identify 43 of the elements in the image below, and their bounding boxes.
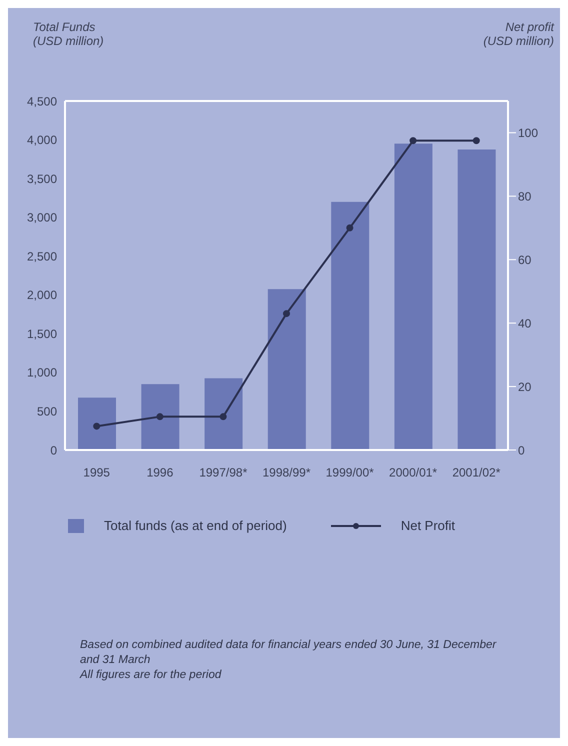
- point: [220, 413, 227, 420]
- point: [410, 137, 417, 144]
- y-tick-label: 2,500: [26, 249, 58, 264]
- point: [93, 422, 100, 430]
- y2-tick-label: 60: [518, 252, 532, 267]
- bar: [141, 384, 180, 450]
- y2-axis-title: Net profit (USD million): [482, 20, 554, 48]
- text: Based on combined audited data for financial years ended 30 June, 31 December and 31 March: [80, 638, 498, 668]
- x-tick-label: 1995: [83, 466, 110, 480]
- y2-tick-label: 100: [518, 126, 538, 140]
- y2-tick-label: 0: [518, 443, 525, 458]
- y2-tick-label: 20: [518, 380, 532, 394]
- y-tick-label: 4,500: [26, 94, 58, 108]
- x-tick-label: 1997/98*: [199, 466, 248, 480]
- point: [346, 224, 354, 232]
- x-tick-label: 2000/01*: [389, 466, 438, 480]
- x-tick-label: 1996: [146, 466, 174, 480]
- y-tick-label: 3,000: [26, 210, 58, 225]
- y-axis-title: Total Funds (USD million): [33, 20, 105, 48]
- point: [283, 310, 290, 318]
- y-tick-label: 0: [50, 443, 58, 458]
- y-tick-label: 4,000: [26, 133, 58, 148]
- y-tick-label: 3,500: [26, 172, 58, 186]
- y2-tick-label: 40: [518, 316, 532, 330]
- bar: [331, 202, 370, 450]
- bar: [394, 144, 432, 450]
- y-tick-label: 2,000: [26, 288, 58, 302]
- bar: [204, 378, 243, 450]
- x-tick-label: 1998/99*: [262, 466, 311, 480]
- bar: [78, 398, 116, 450]
- legend-label: Net Profit: [400, 518, 456, 533]
- y-tick-label: 1,000: [26, 366, 58, 380]
- text: All figures are for the period: [80, 668, 222, 683]
- y-tick-label: 500: [36, 404, 58, 418]
- x-tick-label: 1999/00*: [326, 466, 374, 480]
- bar: [458, 149, 496, 450]
- legend-label: Total funds (as at end of period): [104, 518, 287, 533]
- y-tick-label: 1,500: [26, 326, 58, 341]
- bar: [268, 289, 306, 450]
- y2-tick-label: 80: [518, 189, 532, 204]
- x-tick-label: 2001/02*: [452, 466, 501, 480]
- point: [472, 137, 480, 144]
- point: [156, 413, 164, 420]
